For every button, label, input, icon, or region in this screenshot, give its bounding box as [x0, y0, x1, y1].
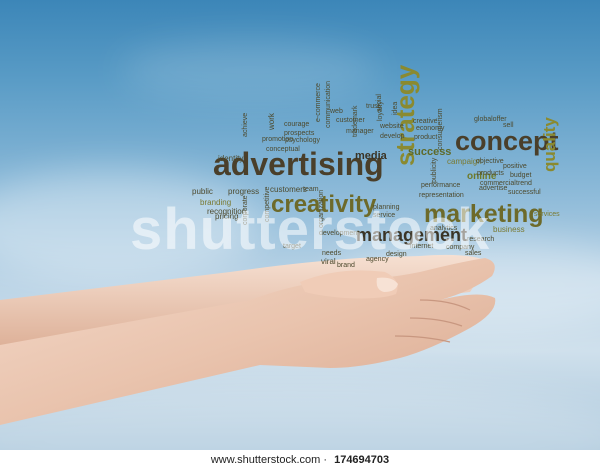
word-cloud-word: media — [355, 150, 387, 162]
word-cloud-word: successful — [508, 189, 541, 196]
word-cloud-word: consumerism — [437, 108, 444, 150]
word-cloud-word: psychology — [285, 137, 321, 144]
word-cloud: advertising concept creativity marketing man… — [192, 65, 560, 269]
word-cloud-word: trademark — [352, 105, 359, 137]
word-cloud-word: recognition — [207, 207, 247, 216]
word-cloud-word: develop — [380, 133, 405, 140]
word-cloud-word: creative — [413, 118, 438, 125]
word-cloud-word: idea — [392, 101, 399, 115]
word-cloud-word: campaign — [447, 157, 482, 166]
word-cloud-word: publicity — [431, 157, 438, 183]
word-cloud-word: achieve — [242, 112, 249, 137]
word-cloud-word: target — [283, 243, 301, 250]
word-cloud-word: work — [267, 113, 276, 130]
word-cloud-word: product — [414, 134, 438, 141]
word-cloud-word: service — [373, 212, 396, 219]
word-cloud-word: representation — [419, 192, 464, 199]
watermark: shutterstock — [130, 197, 491, 262]
word-cloud-word: e-commerce — [315, 83, 322, 122]
footer-image-id: 174694703 — [334, 454, 390, 466]
word-cloud-word: internet — [410, 243, 434, 250]
word-cloud-word: sell — [503, 122, 514, 129]
cloud — [120, 40, 380, 100]
word-cloud-word: objective — [476, 158, 504, 165]
word-cloud-word: concept — [455, 126, 559, 156]
word-cloud-word: team — [303, 186, 319, 193]
word-cloud-word: courage — [284, 121, 310, 128]
word-cloud-word: trust — [366, 103, 380, 110]
word-cloud-word: globaloffer — [474, 116, 507, 123]
word-cloud-word: quality — [540, 117, 559, 172]
word-cloud-word: agency — [366, 256, 389, 263]
word-cloud-word: conceptual — [266, 146, 300, 153]
word-cloud-word: success — [408, 146, 452, 158]
word-cloud-word: online — [467, 171, 497, 182]
stock-footer: www.shutterstock.com · 174694703 — [0, 450, 600, 470]
footer-site: www.shutterstock.com — [210, 454, 321, 466]
footer-separator: · — [323, 454, 328, 466]
thumbnail — [376, 277, 398, 292]
word-cloud-word: needs — [322, 250, 342, 257]
word-cloud-word: branding — [200, 198, 232, 207]
word-cloud-word: design — [386, 251, 407, 258]
cloud — [0, 170, 260, 280]
word-cloud-word: analytics — [430, 225, 458, 232]
word-cloud-word: planning — [373, 204, 400, 211]
word-cloud-word: management — [356, 225, 468, 245]
word-cloud-word: performance — [421, 182, 461, 189]
word-cloud-word: website — [380, 123, 404, 130]
word-cloud-word: positive — [503, 163, 527, 170]
word-cloud-word: sales — [465, 250, 482, 257]
word-cloud-word: services — [534, 211, 560, 218]
word-cloud-word: advertising — [213, 146, 384, 182]
word-cloud-word: economy — [416, 125, 445, 132]
word-cloud-word: customers — [270, 185, 307, 194]
word-cloud-word: pricing — [215, 212, 239, 221]
stock-photo: advertising concept creativity marketing man… — [0, 0, 600, 450]
word-cloud-word: development — [319, 230, 360, 237]
word-cloud-word: prospects — [284, 130, 315, 137]
word-cloud-word: business — [493, 225, 525, 234]
word-cloud-word: promotion — [262, 136, 294, 143]
word-cloud-word: web — [330, 108, 343, 115]
word-cloud-word: commercial — [480, 180, 516, 187]
word-cloud-word: identity — [218, 154, 244, 163]
word-cloud-word: communication — [325, 80, 332, 128]
word-cloud-word: loyalty — [377, 101, 384, 121]
word-cloud-word: manager — [346, 128, 374, 135]
word-cloud-word: customer — [336, 117, 365, 124]
word-cloud-word: progress — [228, 187, 260, 196]
word-cloud-word: viral — [321, 257, 336, 266]
word-cloud-word: products — [477, 170, 504, 177]
front-arm-hand — [0, 258, 496, 425]
thumb — [300, 270, 398, 299]
word-cloud-word: brand — [337, 262, 355, 269]
word-cloud-word: marketing — [424, 200, 544, 228]
word-cloud-word: budget — [510, 172, 532, 179]
word-cloud-word: research — [467, 236, 495, 243]
word-cloud-word: creativity — [271, 191, 377, 218]
word-cloud-word: company — [446, 244, 475, 251]
word-cloud-word: trend — [516, 180, 532, 187]
cupped-hands — [0, 254, 496, 425]
word-cloud-word: advertise — [479, 185, 508, 192]
word-cloud-word: public — [192, 187, 213, 196]
